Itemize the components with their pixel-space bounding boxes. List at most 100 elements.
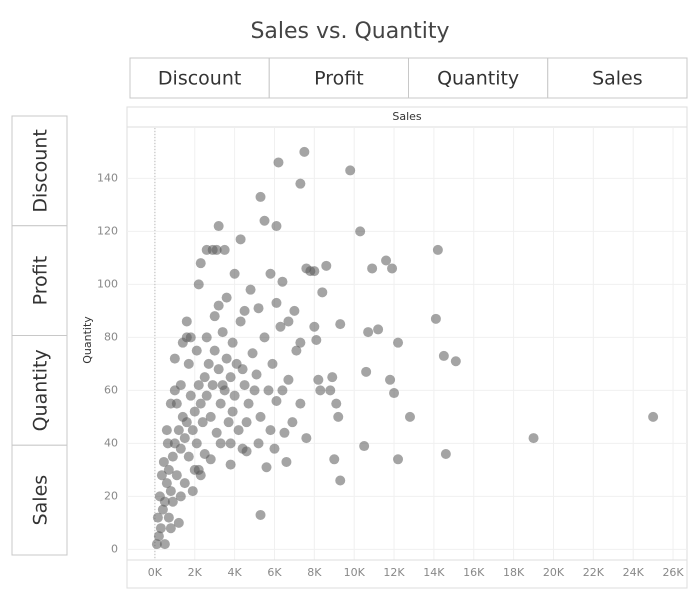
point: [359, 441, 370, 452]
point: [199, 372, 210, 383]
column-button[interactable]: [268, 57, 409, 99]
point: [229, 268, 240, 279]
row-button-label[interactable]: Profit: [30, 256, 52, 306]
point: [225, 372, 236, 383]
point: [251, 369, 262, 380]
point: [167, 451, 178, 462]
point: [648, 411, 659, 422]
point: [325, 385, 336, 396]
point: [156, 470, 167, 481]
point: [271, 297, 282, 308]
point: [215, 438, 226, 449]
point: [438, 350, 449, 361]
point: [171, 470, 182, 481]
row-button[interactable]: [11, 225, 68, 336]
point: [189, 406, 200, 417]
point: [183, 451, 194, 462]
column-button[interactable]: [408, 57, 549, 99]
point: [201, 244, 212, 255]
point: [227, 406, 238, 417]
point: [213, 221, 224, 232]
point: [193, 380, 204, 391]
x-tick-label: 16K: [463, 566, 485, 579]
point: [158, 456, 169, 467]
point: [267, 358, 278, 369]
point: [221, 292, 232, 303]
point: [528, 433, 539, 444]
point: [181, 417, 192, 428]
point: [295, 398, 306, 409]
point: [165, 398, 176, 409]
x-tick-label: 0K: [148, 566, 163, 579]
point: [237, 364, 248, 375]
point: [295, 337, 306, 348]
point: [163, 464, 174, 475]
point: [275, 321, 286, 332]
column-button[interactable]: [129, 57, 270, 99]
row-button-label[interactable]: Discount: [30, 129, 52, 212]
point: [393, 454, 404, 465]
point: [227, 337, 238, 348]
x-tick-label: 24K: [623, 566, 645, 579]
point: [289, 305, 300, 316]
plot-frame: [126, 106, 688, 589]
point: [247, 348, 258, 359]
point: [191, 438, 202, 449]
point: [345, 165, 356, 176]
point: [335, 319, 346, 330]
row-button[interactable]: [11, 115, 68, 227]
column-button-label[interactable]: Sales: [592, 68, 643, 90]
point: [363, 327, 374, 338]
chart-title: Sales vs. Quantity: [250, 19, 449, 44]
point: [265, 268, 276, 279]
point: [223, 417, 234, 428]
point: [239, 305, 250, 316]
point: [259, 215, 270, 226]
column-button-label[interactable]: Quantity: [437, 68, 519, 90]
column-button-label[interactable]: Profit: [314, 68, 364, 90]
row-button-label[interactable]: Sales: [30, 475, 52, 526]
x-tick-label: 6K: [267, 566, 282, 579]
point: [161, 478, 172, 489]
point: [311, 335, 322, 346]
point: [197, 417, 208, 428]
point: [229, 390, 240, 401]
point: [217, 380, 228, 391]
point: [151, 539, 162, 550]
column-button-label[interactable]: Discount: [158, 68, 241, 90]
point: [233, 425, 244, 436]
point: [167, 496, 178, 507]
point: [185, 390, 196, 401]
row-button[interactable]: [11, 444, 68, 556]
point: [177, 337, 188, 348]
point: [187, 486, 198, 497]
point: [217, 327, 228, 338]
point: [243, 398, 254, 409]
point: [245, 284, 256, 295]
point: [269, 443, 280, 454]
point: [209, 311, 220, 322]
point: [333, 411, 344, 422]
point: [301, 433, 312, 444]
point: [205, 411, 216, 422]
point: [209, 345, 220, 356]
point: [309, 321, 320, 332]
x-axis-title: Sales: [392, 110, 422, 123]
column-button[interactable]: [547, 57, 688, 99]
row-button-label[interactable]: Quantity: [30, 349, 52, 431]
point: [207, 380, 218, 391]
point: [440, 448, 451, 459]
point: [152, 512, 163, 523]
point: [155, 523, 166, 534]
point: [281, 456, 292, 467]
point: [157, 504, 168, 515]
point: [153, 531, 164, 542]
point: [165, 486, 176, 497]
point: [235, 316, 246, 327]
x-tick-label: 10K: [344, 566, 366, 579]
point: [261, 462, 272, 473]
point: [291, 345, 302, 356]
point: [241, 417, 252, 428]
point: [355, 226, 366, 237]
